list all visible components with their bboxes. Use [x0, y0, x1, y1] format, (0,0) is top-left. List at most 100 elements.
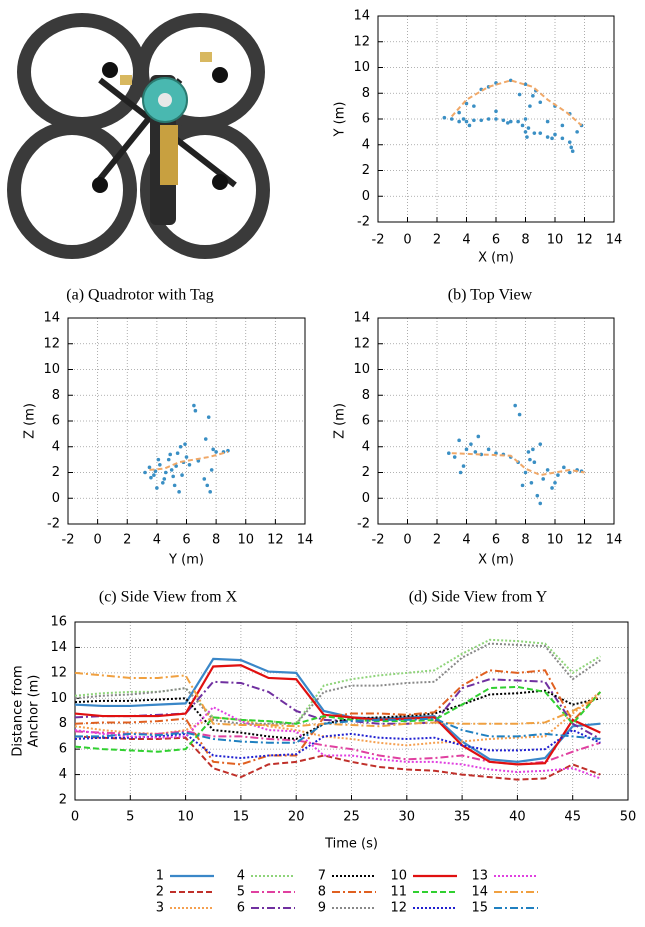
point	[193, 408, 198, 413]
y-tick-label: 4	[362, 137, 370, 152]
trajectory	[451, 452, 585, 477]
x-tick-label: 10	[237, 533, 254, 548]
plot: -2 0 2 4 6 8 10 12 14 -2 0 2 4 6 8 10 12 14 X (m) Y (m) (b) …	[333, 9, 623, 304]
legend-label: 10	[390, 869, 407, 884]
point	[508, 119, 513, 124]
point	[214, 450, 218, 454]
point	[206, 415, 211, 419]
caption: (b) Top View	[448, 287, 533, 304]
series-line	[74, 638, 601, 725]
x-tick-label: 0	[403, 233, 411, 248]
point	[187, 462, 192, 467]
y-tick-label: 10	[353, 60, 370, 75]
series-line	[74, 685, 602, 753]
series-line	[74, 689, 601, 740]
point	[535, 493, 540, 498]
point	[545, 468, 550, 472]
series-line	[74, 664, 601, 766]
point	[168, 452, 173, 457]
point	[560, 123, 565, 128]
point	[169, 468, 174, 472]
point	[192, 403, 196, 408]
y-tick-label: -2	[357, 215, 370, 230]
point	[184, 455, 189, 459]
x-tick-label: 20	[288, 810, 305, 825]
y-tick-label: 12	[50, 665, 67, 680]
legend-label: 6	[237, 901, 245, 916]
point	[183, 442, 187, 446]
x-tick-label: 8	[212, 533, 220, 548]
trajectory	[149, 450, 229, 471]
x-tick-label: 10	[547, 233, 564, 248]
point	[464, 101, 469, 106]
x-tick-label: 50	[620, 810, 637, 825]
y-tick-label: 4	[362, 439, 370, 454]
y-tick-label: 4	[59, 767, 67, 782]
y-tick-label: 0	[362, 189, 370, 204]
point	[180, 473, 184, 477]
legend-label: 3	[156, 901, 164, 916]
series-line	[74, 671, 601, 728]
point	[486, 447, 491, 452]
point	[531, 94, 535, 98]
point	[171, 474, 175, 479]
point	[520, 483, 525, 488]
point	[553, 481, 557, 485]
point	[560, 136, 565, 141]
x-tick-label: 4	[462, 533, 470, 548]
point	[205, 483, 210, 488]
point	[469, 442, 473, 446]
legend-label: 8	[318, 885, 326, 900]
point	[532, 131, 537, 135]
series-line	[74, 728, 601, 760]
y-tick-label: 6	[362, 112, 370, 127]
point	[538, 442, 543, 446]
point	[172, 483, 177, 488]
point	[526, 450, 531, 454]
point	[457, 110, 461, 115]
y-tick-label: -2	[357, 517, 370, 532]
point	[569, 145, 574, 150]
point	[461, 464, 466, 468]
point	[202, 477, 207, 481]
x-axis-label: X (m)	[478, 553, 514, 568]
series-line	[74, 735, 601, 781]
point	[545, 135, 550, 139]
point	[494, 117, 498, 121]
x-tick-label: 2	[433, 533, 441, 548]
point	[472, 104, 476, 108]
point	[447, 451, 451, 455]
point	[523, 470, 528, 475]
y-tick-label: 16	[50, 615, 67, 630]
legend-label: 12	[390, 901, 407, 916]
series-line	[74, 642, 601, 725]
point	[532, 460, 537, 465]
point	[575, 130, 579, 134]
point	[506, 121, 510, 125]
point	[523, 130, 528, 134]
y-axis-label: Anchor (m)	[27, 675, 42, 748]
x-tick-label: 14	[606, 233, 623, 248]
point	[442, 115, 447, 120]
series-line	[74, 657, 601, 763]
point	[501, 118, 506, 123]
point	[452, 455, 457, 459]
y-tick-label: 0	[52, 491, 60, 506]
x-tick-label: 12	[267, 533, 284, 548]
point	[541, 477, 545, 481]
point	[457, 438, 461, 443]
x-tick-label: 0	[403, 533, 411, 548]
point	[472, 118, 476, 123]
point	[556, 473, 560, 477]
y-tick-label: 8	[52, 388, 60, 403]
point	[174, 464, 178, 468]
legend-label: 13	[471, 869, 488, 884]
legend-label: 1	[156, 869, 164, 884]
point	[570, 149, 575, 153]
point	[562, 465, 566, 470]
series-line	[75, 717, 601, 744]
legend-label: 4	[237, 869, 245, 884]
x-tick-label: 8	[521, 233, 529, 248]
x-tick-label: 2	[433, 233, 441, 248]
